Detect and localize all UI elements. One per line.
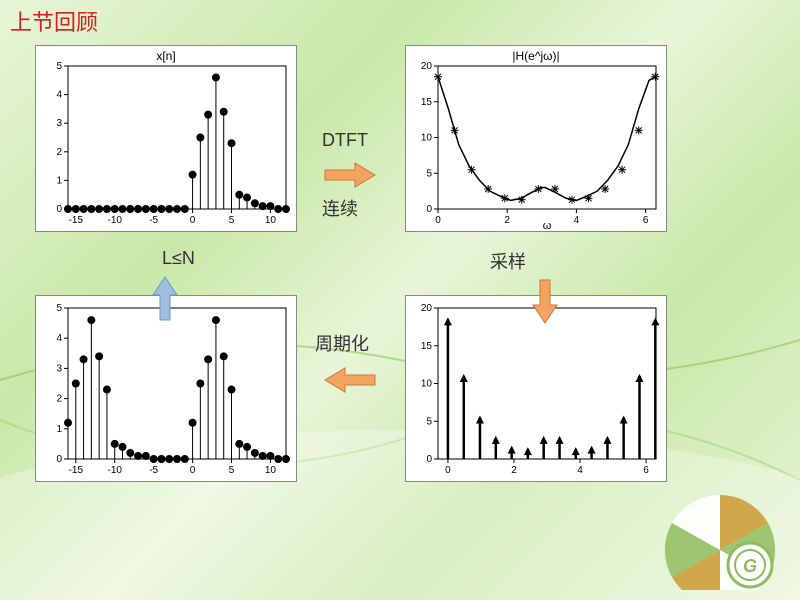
- label-periodic: 周期化: [315, 330, 369, 356]
- svg-text:-5: -5: [149, 465, 158, 476]
- svg-text:0: 0: [56, 204, 62, 215]
- label-sampling: 采样: [490, 248, 526, 274]
- svg-text:0: 0: [426, 204, 432, 215]
- svg-text:20: 20: [421, 61, 433, 72]
- svg-text:0: 0: [190, 215, 196, 226]
- svg-text:-10: -10: [107, 465, 122, 476]
- svg-text:G: G: [743, 556, 757, 576]
- label-ln: L≤N: [162, 248, 195, 269]
- svg-text:2: 2: [56, 147, 62, 158]
- svg-text:10: 10: [265, 215, 277, 226]
- svg-text:5: 5: [229, 215, 235, 226]
- svg-text:4: 4: [56, 90, 62, 101]
- svg-text:0: 0: [56, 454, 62, 465]
- svg-text:3: 3: [56, 363, 62, 374]
- svg-text:6: 6: [643, 215, 649, 226]
- svg-text:ω: ω: [543, 220, 552, 231]
- svg-text:-10: -10: [107, 215, 122, 226]
- chart-xn: x[n] -15 -10 -5 0 5 10 0 1 2 3 4 5: [35, 45, 297, 232]
- svg-text:1: 1: [56, 424, 62, 435]
- svg-text:|H(e^jω)|: |H(e^jω)|: [512, 49, 559, 63]
- svg-text:5: 5: [56, 303, 62, 314]
- arrow-up-icon: [150, 275, 180, 325]
- arrow-down-icon: [530, 275, 560, 325]
- svg-text:0: 0: [445, 465, 451, 476]
- svg-text:0: 0: [435, 215, 441, 226]
- svg-text:1: 1: [56, 175, 62, 186]
- svg-text:2: 2: [56, 394, 62, 405]
- svg-text:2: 2: [511, 465, 517, 476]
- svg-text:10: 10: [265, 465, 277, 476]
- svg-text:x[n]: x[n]: [156, 49, 175, 63]
- svg-text:20: 20: [421, 303, 433, 314]
- svg-text:2: 2: [504, 215, 510, 226]
- svg-text:4: 4: [577, 465, 583, 476]
- svg-text:6: 6: [643, 465, 649, 476]
- arrow-left-icon: [320, 365, 380, 395]
- label-dtft: DTFT: [322, 130, 368, 151]
- arrow-right-icon: [320, 160, 380, 190]
- svg-text:0: 0: [426, 454, 432, 465]
- svg-text:4: 4: [56, 333, 62, 344]
- svg-text:-15: -15: [69, 215, 84, 226]
- svg-text:15: 15: [421, 97, 433, 108]
- svg-text:10: 10: [421, 379, 433, 390]
- svg-text:3: 3: [56, 118, 62, 129]
- svg-text:5: 5: [229, 465, 235, 476]
- svg-text:10: 10: [421, 133, 433, 144]
- label-continuous: 连续: [322, 195, 358, 221]
- slide-title: 上节回顾: [10, 5, 98, 37]
- svg-text:-15: -15: [69, 465, 84, 476]
- svg-text:5: 5: [426, 416, 432, 427]
- svg-text:-5: -5: [149, 215, 158, 226]
- svg-text:5: 5: [56, 61, 62, 72]
- svg-text:4: 4: [574, 215, 580, 226]
- svg-text:5: 5: [426, 168, 432, 179]
- svg-text:0: 0: [190, 465, 196, 476]
- corner-decoration-icon: G: [650, 470, 790, 590]
- svg-text:15: 15: [421, 341, 433, 352]
- chart-mag-response: |H(e^jω)| 0 2 4 6 0 5 10 15 20 ω: [405, 45, 667, 232]
